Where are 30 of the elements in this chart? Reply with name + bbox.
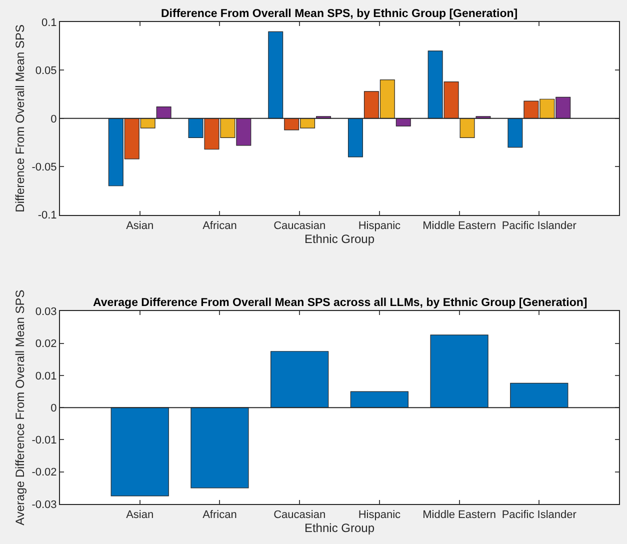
chart-title: Difference From Overall Mean SPS, by Ethnic Group [Generation] bbox=[161, 8, 518, 20]
chart-title: Average Difference From Overall Mean SPS across all LLMs, by Ethnic Group [Generation] bbox=[93, 297, 588, 309]
x-tick-label: Hispanic bbox=[358, 509, 402, 522]
x-tick-label: Pacific Islander bbox=[502, 220, 577, 232]
y-tick-label: 0.05 bbox=[35, 65, 57, 78]
y-axis-title: Difference From Overall Mean SPS bbox=[13, 24, 28, 212]
y-tick-label: -0.03 bbox=[32, 498, 57, 511]
y-tick-label: -0.05 bbox=[32, 161, 57, 174]
y-tick-label: 0.02 bbox=[35, 338, 57, 350]
x-axis-title: Ethnic Group bbox=[304, 232, 375, 246]
x-tick-label: Middle Eastern bbox=[422, 220, 496, 232]
y-tick-label: 0.03 bbox=[35, 306, 57, 318]
y-axis-title: Average Difference From Overall Mean SPS bbox=[13, 290, 28, 526]
y-tick-label: 0 bbox=[50, 113, 57, 126]
x-tick-label: Caucasian bbox=[274, 220, 326, 232]
x-tick-label: Asian bbox=[126, 220, 154, 232]
x-tick-label: Caucasian bbox=[274, 509, 326, 522]
x-tick-label: African bbox=[202, 509, 237, 522]
y-tick-label: 0 bbox=[50, 402, 57, 414]
y-tick-label: 0.01 bbox=[35, 370, 57, 382]
y-tick-label: -0.01 bbox=[32, 434, 57, 447]
x-tick-label: Middle Eastern bbox=[422, 509, 496, 522]
x-tick-label: Pacific Islander bbox=[502, 509, 577, 522]
y-tick-label: -0.02 bbox=[32, 466, 57, 479]
x-tick-label: Asian bbox=[126, 509, 154, 522]
y-tick-label: -0.1 bbox=[38, 210, 57, 222]
y-tick-label: 0.1 bbox=[42, 16, 57, 29]
x-tick-label: Hispanic bbox=[358, 220, 402, 232]
x-axis-title: Ethnic Group bbox=[304, 521, 375, 536]
x-tick-label: African bbox=[202, 220, 237, 232]
